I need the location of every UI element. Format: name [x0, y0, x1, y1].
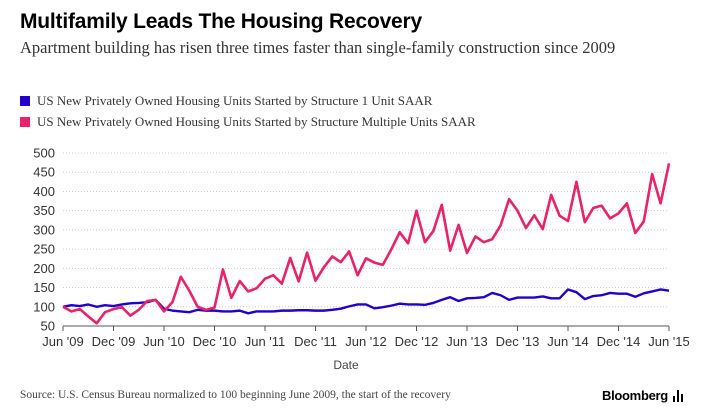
series-layer — [62, 163, 671, 325]
chart-subtitle: Apartment building has risen three times… — [20, 38, 616, 57]
x-tick-label: Dec '10 — [193, 334, 237, 349]
brand-logo: Bloomberg — [602, 388, 685, 403]
legend-label-single-family: US New Privately Owned Housing Units Sta… — [37, 92, 433, 108]
brand-text: Bloomberg — [602, 388, 668, 403]
y-tick-label: 350 — [33, 203, 55, 218]
x-axis-label: Date — [333, 358, 359, 372]
y-tick-label: 450 — [33, 165, 55, 180]
series-line-single-family — [62, 288, 670, 315]
y-tick-label: 200 — [33, 261, 55, 276]
grid-layer — [63, 152, 669, 308]
x-tick-label: Jun '14 — [547, 334, 589, 349]
legend-swatch-single-family — [20, 95, 30, 106]
x-tick-label: Dec '09 — [92, 334, 136, 349]
legend-label-multifamily: US New Privately Owned Housing Units Sta… — [37, 113, 476, 129]
y-tick-label: 400 — [33, 184, 55, 199]
y-tick-label: 150 — [33, 280, 55, 295]
x-tick-label: Jun '13 — [446, 334, 488, 349]
x-tick-label: Dec '12 — [395, 334, 439, 349]
y-tick-label: 50 — [41, 319, 55, 334]
legend: US New Privately Owned Housing Units Sta… — [20, 90, 476, 132]
x-tick-label: Dec '11 — [294, 334, 337, 349]
axis-layer: 50 100 150 200 250 300 350 400 450 500 Jun '09 Dec … — [33, 146, 689, 373]
y-tick-label: 250 — [33, 242, 55, 257]
series-line-multifamily — [62, 163, 671, 325]
y-tick-label: 500 — [33, 146, 55, 161]
y-tick-label: 100 — [33, 299, 55, 314]
legend-swatch-multifamily — [20, 116, 30, 127]
legend-item-multifamily: US New Privately Owned Housing Units Sta… — [20, 111, 476, 132]
x-tick-label: Jun '12 — [345, 334, 387, 349]
source-note: Source: U.S. Census Bureau normalized to… — [20, 389, 451, 401]
x-tick-label: Dec '14 — [597, 334, 641, 349]
x-tick-label: Jun '10 — [143, 334, 185, 349]
chart-title: Multifamily Leads The Housing Recovery — [20, 10, 422, 33]
x-tick-label: Jun '11 — [245, 334, 286, 349]
x-tick-label: Jun '09 — [42, 334, 84, 349]
bar-chart-icon — [672, 389, 685, 402]
y-tick-label: 300 — [33, 222, 55, 237]
x-tick-label: Jun '15 — [648, 334, 690, 349]
x-tick-label: Dec '13 — [496, 334, 540, 349]
legend-item-single-family: US New Privately Owned Housing Units Sta… — [20, 90, 476, 111]
